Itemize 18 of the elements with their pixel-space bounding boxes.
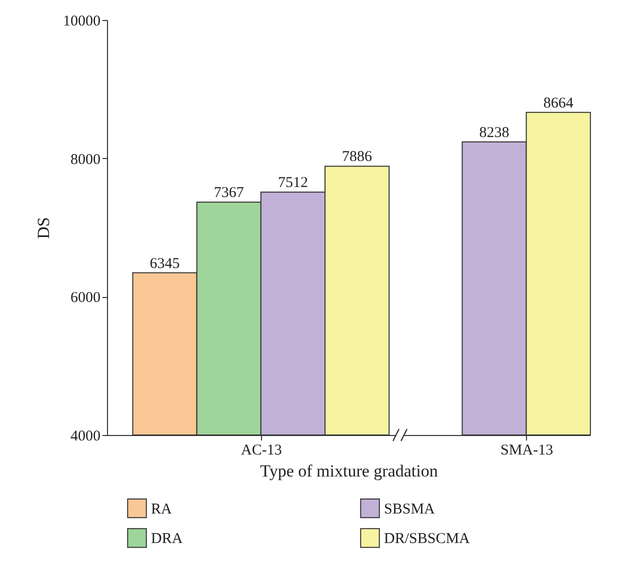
data-label: 7512 [278,175,308,192]
y-tick-label: 10000 [63,14,100,30]
legend-label: DR/SBSCMA [384,531,470,547]
x-tick-label: AC-13 [241,442,282,458]
data-label: 8238 [479,124,510,141]
y-tick-label: 6000 [70,290,100,306]
data-label: 7367 [214,185,244,202]
y-tick-label: 8000 [70,152,100,168]
y-axis-title: DS [34,217,53,239]
y-tick-label: 4000 [70,428,100,444]
data-label: 8664 [543,95,574,112]
legend-label: DRA [151,531,183,547]
legend-label: RA [151,501,172,518]
x-tick-label: SMA-13 [500,442,554,458]
data-label: 7886 [342,149,373,166]
x-axis-title: Type of mixture gradation [260,462,438,480]
data-label: 6345 [150,256,180,272]
legend-label: SBSMA [384,501,436,518]
